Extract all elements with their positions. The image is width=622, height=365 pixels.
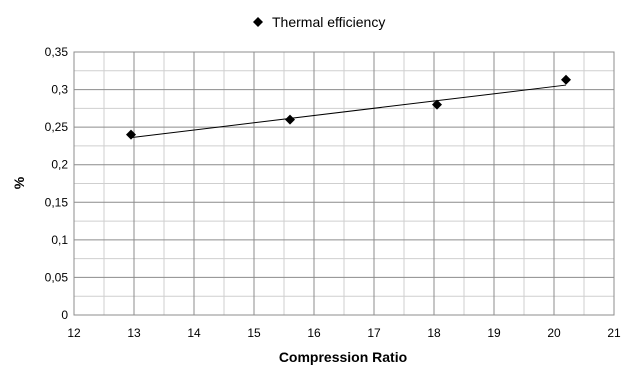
legend-label: Thermal efficiency <box>272 14 385 30</box>
data-point <box>561 74 571 85</box>
y-tick-label: 0,25 <box>45 120 69 134</box>
x-tick-label: 18 <box>427 326 441 340</box>
data-points <box>126 74 571 140</box>
x-tick-label: 21 <box>607 326 621 340</box>
trendline <box>130 84 567 139</box>
y-tick-label: 0,15 <box>45 195 69 209</box>
grid-minor <box>74 52 614 315</box>
data-point <box>285 114 295 125</box>
y-tick-label: 0,05 <box>45 270 69 284</box>
y-tick-label: 0 <box>61 308 68 322</box>
data-point <box>432 99 442 110</box>
y-tick-label: 0,1 <box>51 233 68 247</box>
y-axis-tick-labels: 0 0,05 0,1 0,15 0,2 0,25 0,3 0,35 <box>45 45 69 322</box>
y-tick-label: 0,3 <box>51 83 68 97</box>
x-tick-label: 16 <box>307 326 321 340</box>
legend: Thermal efficiency <box>253 14 385 30</box>
x-tick-label: 14 <box>187 326 201 340</box>
y-tick-label: 0,2 <box>51 158 68 172</box>
x-tick-label: 19 <box>487 326 501 340</box>
y-axis-title: % <box>11 176 27 189</box>
legend-marker-diamond-icon <box>253 17 263 27</box>
data-point <box>126 129 136 140</box>
plot-area <box>73 51 615 316</box>
x-axis-tick-labels: 12 13 14 15 16 17 18 19 20 21 <box>67 326 621 340</box>
x-tick-label: 15 <box>247 326 261 340</box>
x-tick-label: 12 <box>67 326 81 340</box>
x-tick-label: 13 <box>127 326 141 340</box>
x-axis-title: Compression Ratio <box>279 349 407 365</box>
x-tick-label: 17 <box>367 326 381 340</box>
y-tick-label: 0,35 <box>45 45 69 59</box>
x-tick-label: 20 <box>547 326 561 340</box>
